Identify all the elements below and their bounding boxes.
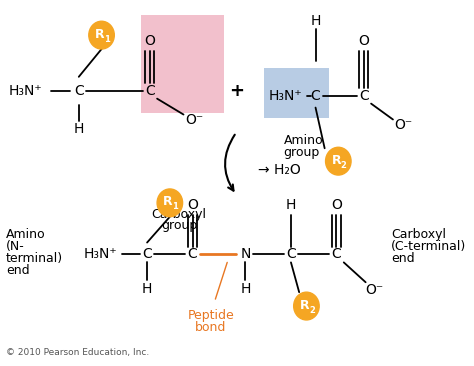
Text: O: O — [358, 34, 369, 48]
Text: → H₂O: → H₂O — [258, 163, 301, 177]
Circle shape — [294, 292, 319, 320]
Text: H: H — [142, 282, 152, 296]
Text: group: group — [283, 146, 320, 159]
Text: 1: 1 — [173, 202, 178, 211]
Text: C: C — [74, 84, 84, 98]
Text: C: C — [188, 247, 198, 261]
Text: C: C — [145, 84, 155, 98]
Text: bond: bond — [195, 321, 227, 335]
Text: 2: 2 — [341, 161, 346, 169]
Text: H: H — [73, 122, 84, 137]
Text: group: group — [161, 219, 197, 232]
Text: 1: 1 — [104, 35, 110, 44]
Text: end: end — [6, 264, 29, 277]
Text: © 2010 Pearson Education, Inc.: © 2010 Pearson Education, Inc. — [6, 348, 149, 357]
Text: O⁻: O⁻ — [365, 283, 384, 297]
Text: Amino: Amino — [6, 228, 46, 241]
Text: Amino: Amino — [283, 134, 323, 147]
Text: O⁻: O⁻ — [394, 119, 412, 132]
Text: H₃N⁺: H₃N⁺ — [83, 247, 117, 261]
Text: R: R — [95, 28, 105, 41]
Text: H: H — [286, 198, 296, 212]
Text: C: C — [310, 89, 320, 103]
Text: H: H — [310, 14, 321, 28]
Circle shape — [326, 147, 351, 175]
Text: C: C — [359, 89, 369, 103]
Text: O: O — [187, 198, 198, 212]
Text: end: end — [391, 252, 415, 265]
Circle shape — [89, 21, 114, 49]
Text: C: C — [286, 247, 296, 261]
Text: Peptide: Peptide — [187, 310, 234, 322]
Text: Carboxyl: Carboxyl — [152, 208, 207, 221]
Text: R: R — [163, 195, 173, 208]
Text: O⁻: O⁻ — [185, 113, 203, 127]
Text: R: R — [332, 154, 341, 167]
Text: C: C — [142, 247, 152, 261]
Text: H₃N⁺: H₃N⁺ — [269, 89, 303, 103]
Text: O: O — [145, 34, 155, 48]
Text: N: N — [240, 247, 251, 261]
Text: (N-: (N- — [6, 240, 25, 253]
Text: 2: 2 — [309, 306, 315, 314]
Text: Carboxyl: Carboxyl — [391, 228, 446, 241]
FancyBboxPatch shape — [141, 15, 225, 112]
FancyBboxPatch shape — [264, 68, 329, 117]
Text: H: H — [240, 282, 251, 296]
Text: (C-terminal): (C-terminal) — [391, 240, 466, 253]
Text: O: O — [331, 198, 342, 212]
Text: terminal): terminal) — [6, 252, 63, 265]
Text: H₃N⁺: H₃N⁺ — [9, 84, 42, 98]
Text: R: R — [300, 299, 310, 311]
Text: +: + — [229, 82, 244, 100]
Text: C: C — [332, 247, 341, 261]
Circle shape — [157, 189, 182, 217]
